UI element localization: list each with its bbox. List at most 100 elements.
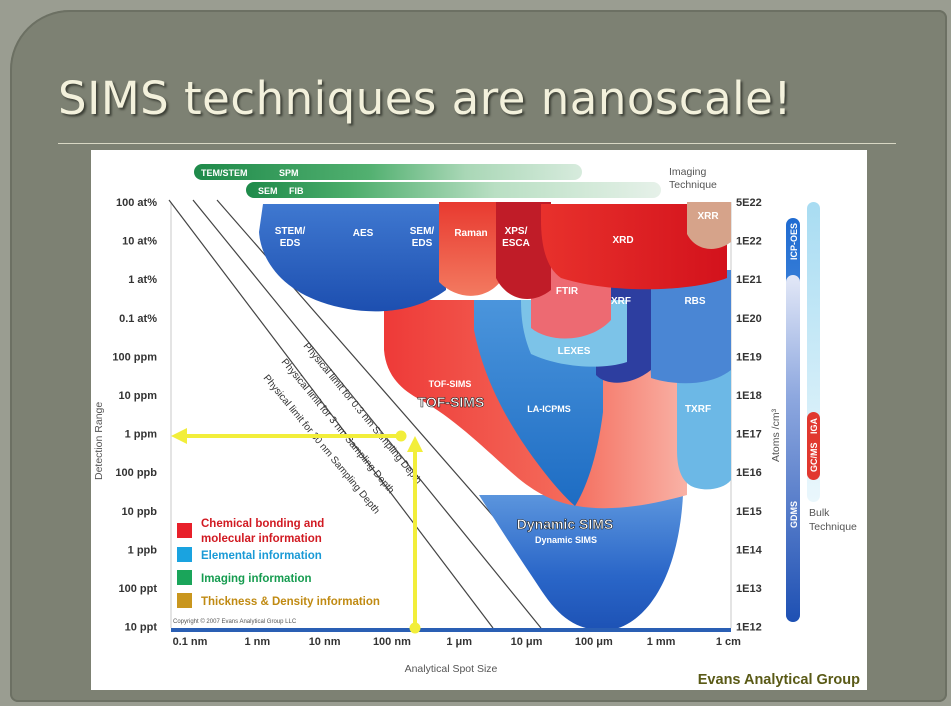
left-axis-tick: 1 ppb xyxy=(128,544,158,556)
bottom-axis: 0.1 nm 1 nm 10 nm 100 nm 1 μm 10 μm 100 μm 1 mm… xyxy=(171,628,741,675)
technique-label: SEM/ xyxy=(410,226,435,237)
right-axis-tick: 1E18 xyxy=(736,390,762,402)
sims-technique-diagram: TEM/STEM SPM SEM FIB Imaging Technique D… xyxy=(91,150,867,690)
bulk-bar-label: IGA xyxy=(809,417,819,434)
bulk-technique-label: Technique xyxy=(809,521,857,533)
left-axis-tick: 100 ppm xyxy=(112,351,157,363)
legend-swatch xyxy=(177,523,192,538)
imaging-bar-label: FIB xyxy=(289,186,304,196)
physical-limit-label: Physical limit for 30 nm Sampling Depth xyxy=(261,373,382,516)
left-axis: Detection Range 100 at% 10 at% 1 at% 0.1 at… xyxy=(93,197,172,634)
right-axis: Atoms /cm³ 5E22 1E22 1E21 1E20 1E19 1E18 1E17 1… xyxy=(730,197,782,634)
left-axis-tick: 1 ppm xyxy=(125,429,158,441)
left-axis-tick: 10 ppt xyxy=(125,622,158,634)
technique-label: LEXES xyxy=(558,346,591,357)
title-divider xyxy=(58,143,896,144)
right-axis-title: Atoms /cm³ xyxy=(770,408,782,462)
imaging-bar-label: SPM xyxy=(279,168,299,178)
arrow-start-dot xyxy=(409,622,421,634)
technique-label: STEM/ xyxy=(275,226,306,237)
technique-label: Dynamic SIMS xyxy=(535,535,597,545)
bottom-axis-tick: 1 cm xyxy=(716,636,741,648)
technique-label: FTIR xyxy=(556,286,579,297)
bulk-bar-label: ICP-OES xyxy=(789,223,799,260)
copyright-text: Copyright © 2007 Evans Analytical Group … xyxy=(173,618,297,625)
technique-label: TXRF xyxy=(685,404,711,415)
technique-label: LA-ICPMS xyxy=(527,404,571,414)
imaging-bar-label: TEM/STEM xyxy=(201,168,248,178)
bottom-axis-tick: 100 μm xyxy=(575,636,613,648)
technique-label: EDS xyxy=(412,238,433,249)
legend-swatch xyxy=(177,570,192,585)
legend-label: Chemical bonding and xyxy=(201,518,324,530)
imaging-technique-label: Imaging xyxy=(669,166,707,178)
technique-label: AES xyxy=(353,228,374,239)
left-axis-tick: 10 ppm xyxy=(118,390,157,402)
bulk-technique-bars: ICP-OES GDMS GC/MS IGA Bulk Technique xyxy=(786,202,857,622)
bottom-axis-tick: 0.1 nm xyxy=(173,636,208,648)
right-axis-tick: 1E20 xyxy=(736,313,762,325)
annotation-arrows xyxy=(171,428,423,634)
right-axis-tick: 1E12 xyxy=(736,622,762,634)
left-axis-tick: 100 ppb xyxy=(115,467,157,479)
credit-text: Evans Analytical Group xyxy=(698,672,860,688)
legend-swatch xyxy=(177,593,192,608)
bottom-axis-tick: 1 nm xyxy=(244,636,270,648)
legend-label: Elemental information xyxy=(201,550,322,562)
bottom-axis-tick: 10 nm xyxy=(309,636,341,648)
raman-region xyxy=(439,202,503,296)
left-axis-tick: 10 ppb xyxy=(122,506,158,518)
legend-label: Imaging information xyxy=(201,573,312,585)
technique-label: XRF xyxy=(611,296,631,307)
legend: Chemical bonding and molecular informati… xyxy=(177,518,380,608)
rbs-region xyxy=(647,270,731,384)
right-axis-tick: 1E16 xyxy=(736,467,762,479)
bottom-axis-title: Analytical Spot Size xyxy=(405,663,498,675)
stem-aes-sem-region xyxy=(259,204,446,312)
xrr-region xyxy=(687,202,731,249)
diagram-svg: TEM/STEM SPM SEM FIB Imaging Technique D… xyxy=(93,164,860,688)
technique-label: XRD xyxy=(612,235,633,246)
legend-swatch xyxy=(177,547,192,562)
arrow-head-left xyxy=(171,428,187,444)
imaging-technique-label: Technique xyxy=(669,179,717,191)
dynamic-sims-region xyxy=(479,495,683,631)
xps-region xyxy=(496,202,551,300)
left-axis-tick: 1 at% xyxy=(128,274,157,286)
left-axis-tick: 0.1 at% xyxy=(119,313,157,325)
limit-line xyxy=(168,199,494,629)
technique-label: RBS xyxy=(684,296,705,307)
legend-label: Thickness & Density information xyxy=(201,596,380,608)
technique-labels: STEM/ EDS AES SEM/ EDS Raman XPS/ ESCA X… xyxy=(275,211,720,545)
technique-label: XRR xyxy=(697,211,719,222)
sem-fib-bar xyxy=(246,182,661,198)
bulk-technique-label: Bulk xyxy=(809,507,830,519)
right-axis-tick: 1E22 xyxy=(736,236,762,248)
right-axis-tick: 1E15 xyxy=(736,506,762,518)
left-axis-tick: 10 at% xyxy=(122,236,157,248)
bottom-axis-tick: 10 μm xyxy=(511,636,543,648)
technique-label: XPS/ xyxy=(505,226,528,237)
xrd-region xyxy=(541,204,727,290)
left-axis-title: Detection Range xyxy=(93,402,105,480)
imaging-bar-label: SEM xyxy=(258,186,278,196)
left-axis-tick: 100 ppt xyxy=(118,583,157,595)
tof-sims-overlay-label: TOF-SIMS xyxy=(418,394,485,410)
bottom-axis-tick: 1 mm xyxy=(647,636,676,648)
gc-ms-iga-bar xyxy=(807,412,820,480)
gdms-bar xyxy=(786,275,800,622)
right-axis-tick: 1E13 xyxy=(736,583,762,595)
imaging-technique-bars: TEM/STEM SPM SEM FIB Imaging Technique xyxy=(194,164,717,198)
bulk-bar-label: GDMS xyxy=(789,501,799,528)
dynamic-sims-overlay-label: Dynamic SIMS xyxy=(517,516,613,532)
left-axis-tick: 100 at% xyxy=(116,197,157,209)
technique-label: EDS xyxy=(280,238,301,249)
limit-line xyxy=(192,199,542,629)
right-axis-tick: 1E14 xyxy=(736,544,763,556)
right-axis-tick: 1E21 xyxy=(736,274,762,286)
bulk-bar-label: GC/MS xyxy=(809,442,819,472)
slide-title: SIMS techniques are nanoscale! xyxy=(58,72,792,125)
technique-label: ESCA xyxy=(502,238,530,249)
bottom-axis-tick: 1 μm xyxy=(446,636,472,648)
